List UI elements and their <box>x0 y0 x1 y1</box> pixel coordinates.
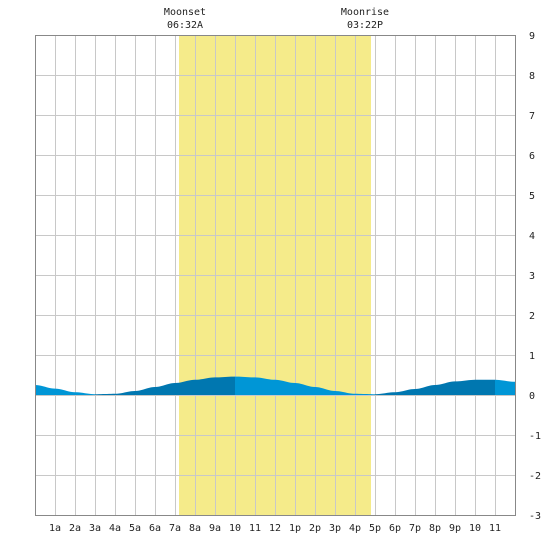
x-tick-label: 2a <box>69 523 81 534</box>
y-tick-label: 9 <box>529 31 535 42</box>
y-tick-label: 2 <box>529 311 535 322</box>
x-tick-label: 11 <box>249 523 261 534</box>
x-tick-label: 1p <box>289 523 301 534</box>
x-tick-label: 10 <box>229 523 241 534</box>
x-tick-label: 5a <box>129 523 141 534</box>
x-tick-label: 9p <box>449 523 461 534</box>
x-tick-label: 12 <box>269 523 281 534</box>
y-tick-label: -2 <box>529 471 541 482</box>
moonset-time: 06:32A <box>167 20 203 31</box>
y-tick-label: 8 <box>529 71 535 82</box>
plot-frame <box>35 35 516 516</box>
y-tick-label: 3 <box>529 271 535 282</box>
y-tick-label: -3 <box>529 511 541 522</box>
x-tick-label: 7a <box>169 523 181 534</box>
y-tick-label: 7 <box>529 111 535 122</box>
x-tick-label: 6a <box>149 523 161 534</box>
moonrise-time: 03:22P <box>347 20 383 31</box>
x-axis-ticks: 1a 2a 3a 4a 5a 6a 7a 8a 9a 10 11 12 1p 2p 3p 4p 5p 6p 7p 8p… <box>49 523 501 534</box>
x-tick-label: 8a <box>189 523 201 534</box>
tide-segment-rising <box>375 379 495 395</box>
y-tick-label: 4 <box>529 231 535 242</box>
x-tick-label: 10 <box>469 523 481 534</box>
x-tick-label: 4p <box>349 523 361 534</box>
y-axis-ticks: 9 8 7 6 5 4 3 2 1 0 -1 -2 -3 <box>529 31 541 522</box>
y-tick-label: 1 <box>529 351 535 362</box>
tide-segment-falling <box>35 385 95 395</box>
x-tick-label: 4a <box>109 523 121 534</box>
y-tick-label: 0 <box>529 391 535 402</box>
tide-segment-falling <box>495 379 515 395</box>
x-tick-label: 3p <box>329 523 341 534</box>
tide-segment-rising <box>95 376 235 395</box>
x-tick-label: 11 <box>489 523 501 534</box>
x-tick-label: 5p <box>369 523 381 534</box>
y-tick-label: 5 <box>529 191 535 202</box>
tide-area <box>35 376 515 395</box>
x-tick-label: 9a <box>209 523 221 534</box>
y-tick-label: -1 <box>529 431 541 442</box>
x-tick-label: 3a <box>89 523 101 534</box>
x-tick-label: 2p <box>309 523 321 534</box>
grid-lines <box>35 35 515 516</box>
moonset-label: Moonset <box>164 7 206 18</box>
moonrise-label: Moonrise <box>341 7 389 18</box>
x-tick-label: 1a <box>49 523 61 534</box>
x-tick-label: 6p <box>389 523 401 534</box>
tide-segment-falling <box>235 376 375 395</box>
x-tick-label: 7p <box>409 523 421 534</box>
y-tick-label: 6 <box>529 151 535 162</box>
x-tick-label: 8p <box>429 523 441 534</box>
